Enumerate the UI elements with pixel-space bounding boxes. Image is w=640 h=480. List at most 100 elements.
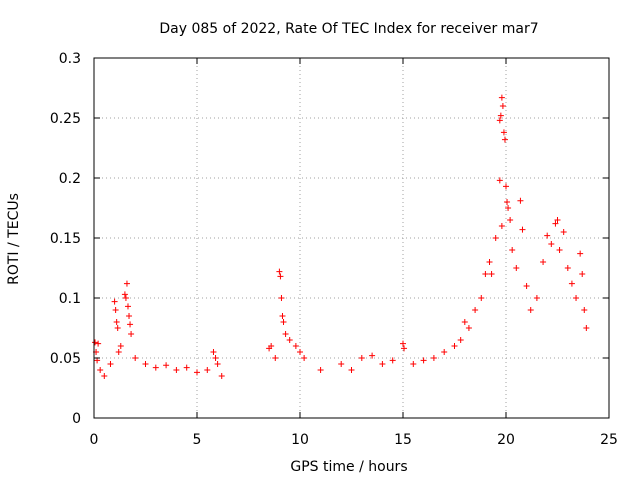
data-point [579,271,586,277]
data-point [173,367,180,373]
data-points [92,94,590,379]
data-point [492,235,499,241]
data-point [564,265,571,271]
data-point [568,280,575,287]
data-point [97,367,104,373]
data-point [128,331,135,337]
data-point [498,223,505,229]
data-point [183,364,190,371]
data-point [292,343,299,349]
data-point [282,331,289,337]
data-point [297,349,303,355]
data-point [548,241,555,247]
data-point [472,307,479,313]
data-point [272,355,279,361]
x-tick-label: 25 [600,432,618,448]
data-point [441,349,448,355]
data-point [507,217,514,223]
data-point [132,355,139,361]
data-point [488,271,495,277]
data-point [509,247,516,253]
data-point [92,339,99,346]
data-point [533,295,540,301]
x-tick-label: 15 [394,432,412,448]
x-tick-label: 0 [90,432,99,448]
data-point [152,364,159,371]
y-tick-label: 0.25 [50,111,81,127]
y-tick-label: 0 [72,411,81,427]
data-point [122,295,129,301]
data-point [540,259,547,265]
data-point [523,283,530,289]
data-point [499,103,506,109]
data-point [486,259,493,265]
data-point [112,307,119,313]
data-point [126,313,133,319]
data-point [482,271,489,277]
x-axis-label: GPS time / hours [290,459,407,475]
axis-ticks: 0 5 10 15 20 25 0 0.05 0.1 0.15 0.2 0.25 0.3 [50,51,618,448]
data-point [214,361,221,367]
data-point [389,357,396,364]
data-point [457,337,464,343]
data-point [478,295,485,301]
data-point [527,307,534,313]
data-point [513,265,520,271]
data-point [338,361,345,367]
data-point [317,367,324,373]
data-point [124,303,131,310]
data-point [101,373,108,379]
data-point [218,373,225,379]
data-point [496,117,503,124]
data-point [465,325,472,331]
x-tick-label: 5 [193,432,202,448]
data-point [401,345,408,352]
data-point [194,369,200,376]
grid [94,58,609,418]
data-point [127,321,134,328]
data-point [573,295,580,301]
data-point [498,94,505,101]
data-point [519,226,526,233]
data-point [496,177,503,184]
data-point [577,250,584,257]
data-point [358,355,365,361]
data-point [301,355,308,361]
data-point [410,361,417,367]
data-point [279,313,286,319]
data-point [204,367,211,373]
x-tick-label: 20 [497,432,515,448]
data-point [501,136,508,143]
data-point [286,337,293,343]
data-point [451,343,458,349]
data-point [552,220,559,227]
chart-title: Day 085 of 2022, Rate Of TEC Index for r… [159,21,538,37]
y-tick-label: 0.15 [50,231,81,247]
data-point [348,367,355,373]
data-point [554,217,561,223]
y-tick-label: 0.1 [59,291,81,307]
data-point [517,197,524,204]
y-tick-label: 0.3 [59,51,81,67]
data-point [556,247,563,253]
data-point [369,352,376,359]
data-point [544,232,551,239]
data-point [142,361,149,367]
data-point [581,307,588,313]
data-point [113,319,120,325]
data-point [280,319,287,325]
data-point [379,361,386,367]
data-point [114,325,121,331]
data-point [163,362,170,369]
data-point [500,129,507,136]
data-point [123,280,130,287]
data-point [210,349,217,355]
data-point [212,355,219,361]
x-tick-label: 10 [291,432,309,448]
data-point [268,343,275,349]
data-point [583,325,590,331]
data-point [276,268,283,275]
data-point [560,229,567,235]
